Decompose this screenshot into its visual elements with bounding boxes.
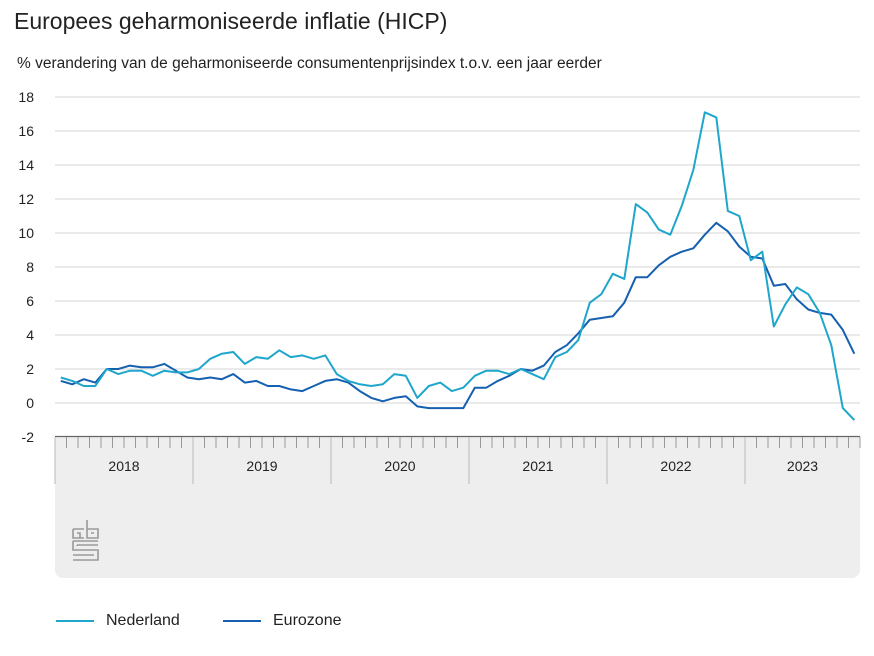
y-tick-label: -2 [22,429,35,445]
chart-title: Europees geharmoniseerde inflatie (HICP) [14,8,448,34]
x-year-label: 2022 [660,458,691,474]
x-year-label: 2020 [384,458,415,474]
x-year-label: 2018 [108,458,139,474]
legend-swatch-nederland [56,620,94,622]
y-tick-label: 18 [18,89,34,105]
y-tick-label: 8 [26,259,34,275]
y-tick-label: 0 [26,395,34,411]
y-tick-label: 12 [18,191,34,207]
axis-band-background [55,436,860,578]
legend-label: Nederland [106,612,180,629]
series-line-nederland [60,111,856,421]
legend-item-nederland[interactable]: Nederland [56,612,180,630]
y-tick-label: 16 [18,123,34,139]
x-year-label: 2021 [522,458,553,474]
x-year-label: 2019 [246,458,277,474]
chart-subtitle: % verandering van de geharmoniseerde con… [17,55,602,72]
cbs-logo [72,520,99,561]
y-tick-label: 14 [18,157,34,173]
legend-label: Eurozone [273,612,342,629]
legend-item-eurozone[interactable]: Eurozone [223,612,342,630]
y-tick-label: 6 [26,293,34,309]
y-tick-label: 10 [18,225,34,241]
y-tick-label: 4 [26,327,34,343]
legend-swatch-eurozone [223,620,261,622]
y-tick-label: 2 [26,361,34,377]
series-line-eurozone [60,221,856,410]
x-year-label: 2023 [787,458,818,474]
